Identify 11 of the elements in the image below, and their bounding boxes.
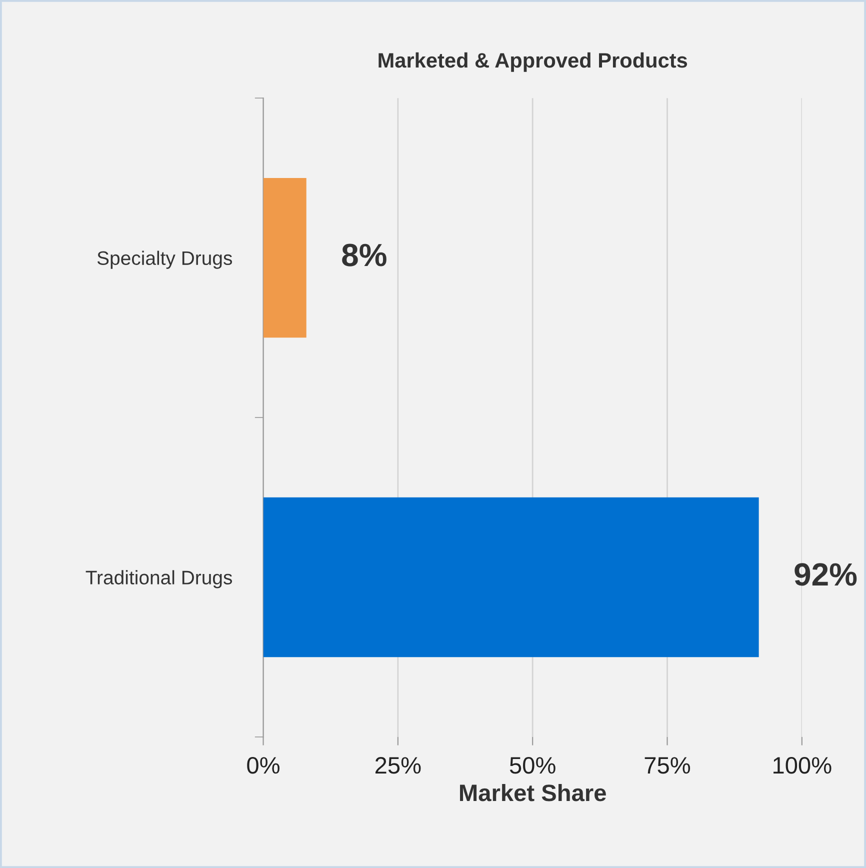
y-tick-label: Specialty Drugs — [97, 250, 232, 269]
data-label: 92% — [794, 563, 857, 586]
data-label: 8% — [342, 244, 386, 266]
chart-title: Marketed & Approved Products — [378, 52, 688, 72]
x-tick-label: 75% — [644, 757, 690, 774]
y-tick-label: Traditional Drugs — [86, 570, 232, 588]
x-tick-label: 0% — [247, 757, 280, 774]
x-tick-label: 25% — [375, 757, 421, 774]
x-tick-label: 50% — [510, 757, 556, 774]
x-tick-label: 100% — [774, 757, 832, 774]
x-axis-title: Market Share — [460, 784, 606, 802]
